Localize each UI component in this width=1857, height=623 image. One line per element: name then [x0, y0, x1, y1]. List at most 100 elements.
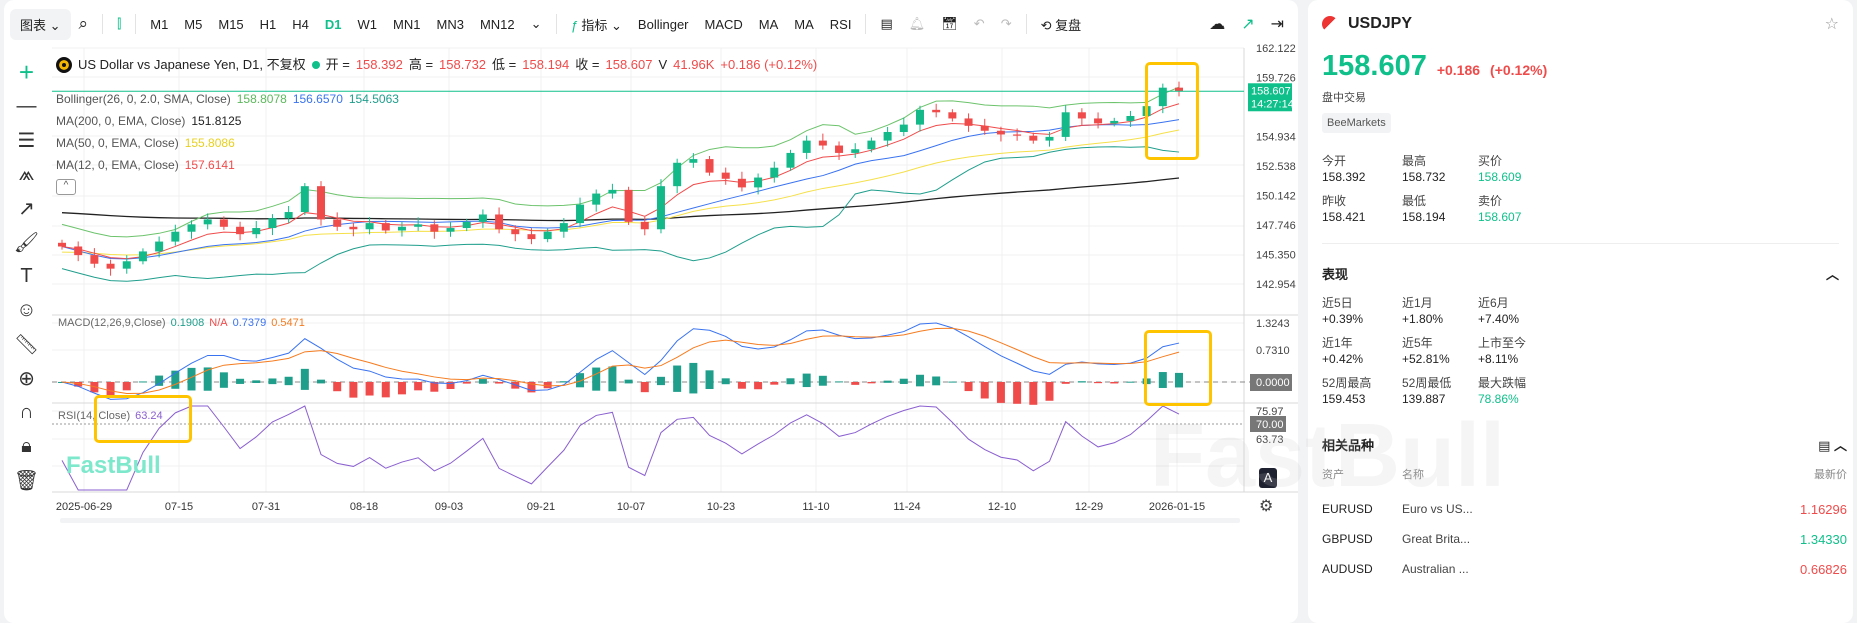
line-icon[interactable]: — [16, 94, 37, 117]
zoom-in-icon[interactable]: ⊕ [18, 367, 35, 390]
indicator-bollinger[interactable]: Bollinger [637, 16, 689, 32]
timeframe-mn3[interactable]: MN3 [436, 16, 464, 32]
layout-icon[interactable]: ▤ [880, 16, 893, 31]
chevron-up-icon[interactable]: ︿ [1833, 438, 1847, 453]
brush-icon[interactable]: 🖌︎ [13, 231, 40, 254]
stat-label: 52周最高 [1322, 376, 1372, 390]
candlestick-icon[interactable]: ⫿ [117, 16, 122, 31]
time-tick: 09-21 [527, 501, 555, 513]
indicators-button[interactable]: ƒ 指标 ⌄ [570, 17, 622, 33]
legend-ma50[interactable]: MA(50, 0, EMA, Close) 155.8086 [56, 133, 817, 153]
undo-icon[interactable]: ↶ [973, 16, 985, 31]
settings-gear-icon[interactable]: ⚙ [1259, 498, 1274, 515]
timeframe-m1[interactable]: M1 [150, 16, 169, 32]
timeframe-mn1[interactable]: MN1 [393, 16, 421, 32]
stat-cell: 今开 158.392 [1322, 153, 1402, 185]
candle-body [90, 255, 99, 264]
star-icon[interactable]: ☆ [1824, 16, 1839, 33]
macd-histogram-bar [1110, 382, 1119, 384]
broker-badge[interactable]: BeeMarkets [1322, 113, 1391, 133]
macd-tick: 0.0000 [1256, 377, 1290, 389]
search-icon[interactable]: ⌕ [78, 14, 89, 33]
calendar-icon[interactable]: 📅︎ [941, 16, 958, 31]
stat-value: 158.609 [1478, 170, 1522, 184]
indicator-ma[interactable]: MA [758, 16, 779, 32]
arrow-icon[interactable]: ↗ [18, 197, 35, 220]
timeframe-m5[interactable]: M5 [184, 16, 203, 32]
macd-histogram-bar [608, 366, 617, 392]
share-icon[interactable]: ↗ [1241, 16, 1255, 33]
stat-label: 52周最低 [1402, 376, 1452, 390]
collapse-panel-icon[interactable]: ⇥ [1270, 16, 1284, 33]
timeframe-m15[interactable]: M15 [218, 16, 244, 32]
chevron-down-icon[interactable]: ⌄ [530, 16, 542, 31]
alert-icon[interactable]: 🔔︎ [908, 16, 926, 31]
indicator-macd[interactable]: MACD [704, 16, 743, 32]
stat-label: 近5日 [1322, 296, 1353, 310]
timeframe-w1[interactable]: W1 [357, 16, 378, 32]
ma50-line [61, 129, 1180, 256]
legend-ma12[interactable]: MA(12, 0, EMA, Close) 157.6141 [56, 155, 817, 175]
drawing-toolbar: + — ☰ ⩕ ↗ 🖌︎ T ☺ 📏︎ ⊕ ∩ 🔒︎ 🗑︎ [4, 55, 49, 497]
chevron-up-icon[interactable]: ︿ [1825, 267, 1839, 282]
ma50-value: 155.8086 [184, 136, 235, 150]
related-row[interactable]: EURUSD Euro vs US... 1.16296 [1322, 494, 1847, 524]
divider [102, 14, 104, 34]
performance-header[interactable]: 表现 ︿ [1322, 264, 1839, 283]
candle-body [527, 234, 536, 240]
cloud-icon[interactable]: ☁ [1209, 16, 1226, 33]
timeframe-h4[interactable]: H4 [292, 16, 309, 32]
candle-body [1158, 87, 1167, 107]
candle-body [867, 140, 876, 150]
stat-cell: 近5年 +52.81% [1402, 335, 1478, 367]
macd-histogram-bar [705, 370, 714, 390]
trash-icon[interactable]: 🗑︎ [13, 469, 40, 492]
candle-body [252, 228, 261, 235]
macd-histogram-bar [252, 380, 261, 383]
price-chart[interactable]: 162.122 159.726 154.934 152.538 150.142 147.7… [4, 0, 1298, 623]
candle-body [414, 224, 423, 227]
ruler-icon[interactable]: 📏︎ [13, 333, 40, 356]
us-jp-flag-icon [1322, 16, 1338, 32]
close-label: 收 = [575, 57, 600, 72]
auto-scale-button[interactable]: A [1259, 468, 1277, 488]
list-icon[interactable]: ▤ [1818, 438, 1831, 453]
current-price-label: 158.607 [1251, 85, 1291, 97]
timeframe-mn12[interactable]: MN12 [479, 16, 515, 32]
stat-cell: 上市至今 +8.11% [1478, 335, 1558, 367]
macd-histogram-bar [656, 376, 665, 386]
fib-lines-icon[interactable]: ☰ [17, 129, 36, 152]
timeframe-h1[interactable]: H1 [259, 16, 277, 32]
emoji-icon[interactable]: ☺ [16, 298, 37, 321]
legend-ma200[interactable]: MA(200, 0, EMA, Close) 151.8125 [56, 111, 817, 131]
bollinger-lower: 154.5063 [348, 92, 399, 106]
collapse-legend-button[interactable]: ^ [56, 179, 76, 195]
ma12-line [61, 103, 1180, 260]
crosshair-icon[interactable]: + [18, 56, 35, 87]
replay-button[interactable]: ⟲ 复盘 [1040, 17, 1082, 33]
horizontal-scrollbar[interactable] [60, 518, 1240, 523]
redo-icon[interactable]: ↷ [1000, 16, 1012, 31]
replay-label: 复盘 [1055, 17, 1082, 33]
highlight-box [1144, 330, 1212, 406]
related-row[interactable]: AUDUSD Australian ... 0.66826 [1322, 554, 1847, 584]
candle-body [462, 221, 471, 229]
price-tick: 145.350 [1256, 250, 1296, 262]
lock-drawing-icon[interactable]: 🔒︎ [21, 434, 32, 457]
chart-type-dropdown[interactable]: 图表 ⌄ [10, 8, 71, 40]
stat-cell: 最高 158.732 [1402, 153, 1478, 185]
text-icon[interactable]: T [20, 264, 33, 287]
indicator-rsi[interactable]: RSI [829, 16, 852, 32]
legend-bollinger[interactable]: Bollinger(26, 0, 2.0, SMA, Close) 158.807… [56, 89, 817, 109]
candle-body [495, 214, 504, 230]
candle-body [1126, 115, 1135, 121]
indicator-ma[interactable]: MA [794, 16, 814, 32]
macd-legend[interactable]: MACD(12,26,9,Close) 0.1908 N/A 0.7379 0.5471 [58, 317, 305, 329]
candle-body [236, 226, 245, 235]
timeframe-d1[interactable]: D1 [324, 16, 342, 32]
pattern-icon[interactable]: ⩕ [18, 162, 35, 185]
candle-body [106, 263, 115, 269]
related-row[interactable]: GBPUSD Great Brita... 1.34330 [1322, 524, 1847, 554]
magnet-icon[interactable]: ∩ [19, 400, 34, 423]
candle-body [818, 140, 827, 146]
